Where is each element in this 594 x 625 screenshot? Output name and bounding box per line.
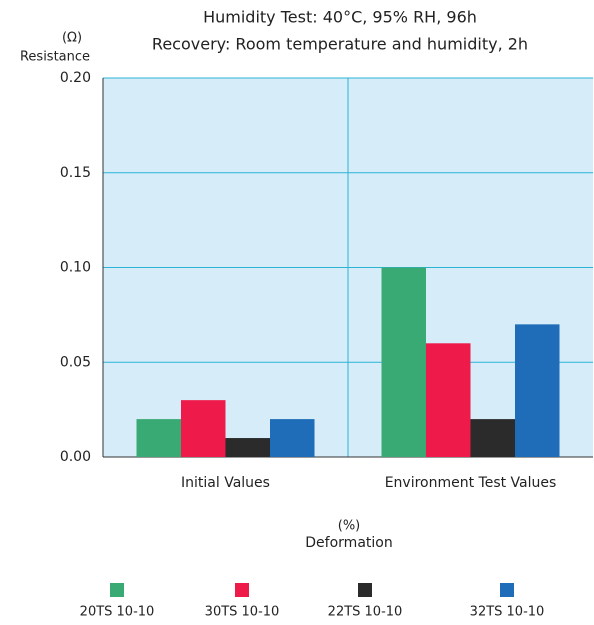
bar xyxy=(136,419,181,457)
legend-label: 20TS 10-10 xyxy=(80,605,155,620)
y-tick-label: 0.00 xyxy=(60,449,91,465)
legend-swatch xyxy=(110,583,124,597)
y-tick-label: 0.20 xyxy=(60,70,91,86)
legend-label: 30TS 10-10 xyxy=(205,605,280,620)
bar xyxy=(470,419,515,457)
x-tick-label: Environment Test Values xyxy=(385,475,557,491)
y-tick-label: 0.15 xyxy=(60,165,91,181)
chart-title: Humidity Test: 40°C, 95% RH, 96h xyxy=(203,8,477,27)
bar xyxy=(225,438,270,457)
bar xyxy=(270,419,315,457)
legend-label: 32TS 10-10 xyxy=(470,605,545,620)
x-axis-label: Deformation xyxy=(305,535,392,551)
legend-swatch xyxy=(235,583,249,597)
legend-swatch xyxy=(358,583,372,597)
y-tick-label: 0.10 xyxy=(60,260,91,276)
bar xyxy=(381,267,426,457)
legend-label: 22TS 10-10 xyxy=(328,605,403,620)
legend-swatch xyxy=(500,583,514,597)
bar xyxy=(181,400,226,457)
y-axis-label: Resistance xyxy=(20,50,90,65)
chart-subtitle: Recovery: Room temperature and humidity,… xyxy=(152,35,528,54)
y-tick-label: 0.05 xyxy=(60,354,91,370)
y-axis-unit: (Ω) xyxy=(62,31,82,46)
bar xyxy=(426,343,471,457)
bar xyxy=(515,324,560,457)
x-axis-unit: (%) xyxy=(338,519,361,534)
x-tick-label: Initial Values xyxy=(181,475,270,491)
